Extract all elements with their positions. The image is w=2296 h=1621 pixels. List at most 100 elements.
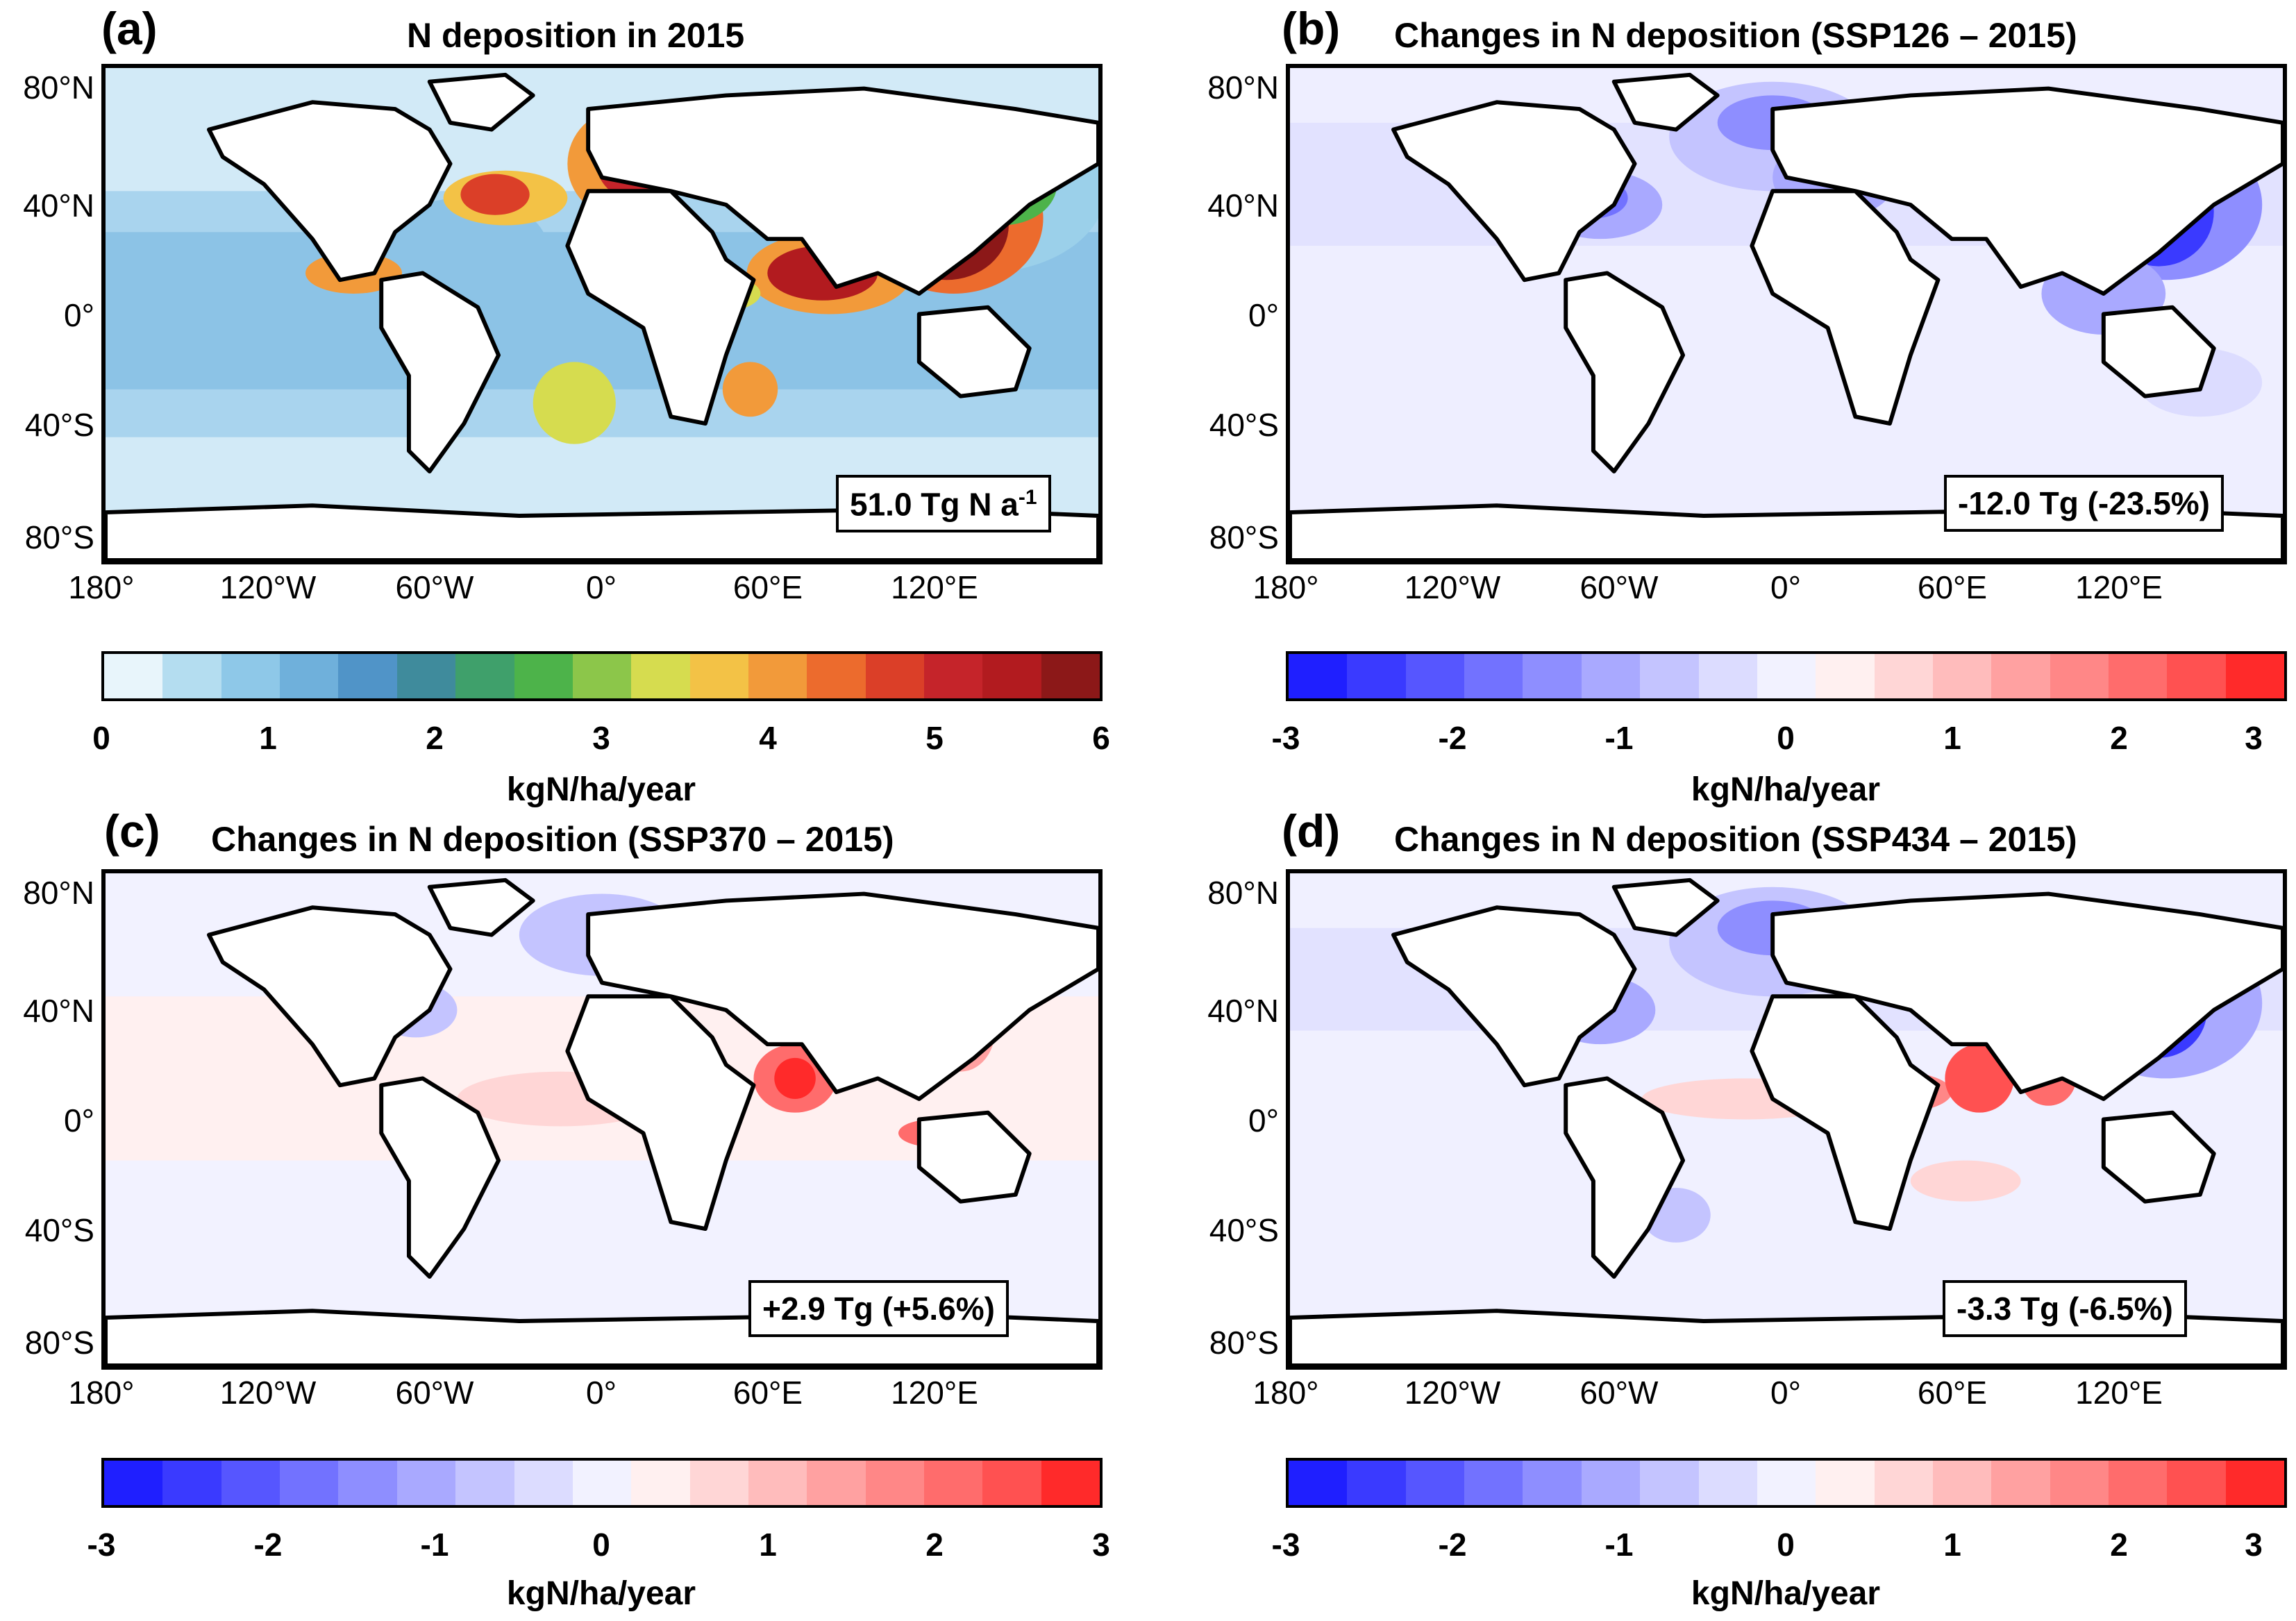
colorbar-segment <box>1640 654 1699 698</box>
colorbar-tick: -3 <box>87 1527 116 1563</box>
colorbar-segment <box>1405 1461 1465 1505</box>
colorbar-tick: -1 <box>1604 720 1634 756</box>
colorbar-segment <box>2109 1461 2168 1505</box>
total-change-box: -3.3 Tg (-6.5%) <box>1943 1280 2187 1337</box>
colorbar-segment <box>1640 1461 1699 1505</box>
lon-tick: 120°E <box>2075 1375 2163 1411</box>
lat-tick: 80°N <box>23 875 94 911</box>
lon-tick: 120°E <box>891 1375 978 1411</box>
colorbar-tick: 1 <box>259 720 277 756</box>
colorbar-tick: -2 <box>1438 1527 1467 1563</box>
colorbar-segment <box>1523 654 1582 698</box>
colorbar-tick: 4 <box>759 720 777 756</box>
colorbar-segment <box>1816 1461 1875 1505</box>
lat-tick: 40°S <box>24 1212 94 1248</box>
colorbar-tick: 3 <box>2245 1527 2263 1563</box>
colorbar-label: kgN/ha/year <box>506 1575 696 1612</box>
colorbar-segment <box>455 1461 514 1505</box>
colorbar-segment <box>572 654 632 698</box>
panel-letter: (b) <box>1282 3 1341 54</box>
lon-tick: 180° <box>1252 569 1319 605</box>
colorbar-segment <box>1581 1461 1641 1505</box>
map-a <box>101 64 1103 564</box>
map-c-canvas <box>106 873 1098 1366</box>
colorbar-segment <box>982 654 1041 698</box>
colorbar-segment <box>338 1461 397 1505</box>
total-deposition-box: 51.0 Tg N a-1 <box>836 475 1051 533</box>
lon-tick: 120°W <box>219 1375 317 1411</box>
colorbar-tick: 0 <box>592 1527 610 1563</box>
colorbar-segment <box>221 654 280 698</box>
colorbar-segment <box>2225 1461 2285 1505</box>
colorbar-segment <box>689 654 748 698</box>
colorbar-segment <box>104 1461 163 1505</box>
lat-tick: 80°N <box>23 69 94 106</box>
total-change-box: -12.0 Tg (-23.5%) <box>1944 475 2224 532</box>
lat-tick: 80°N <box>1207 69 1279 106</box>
lon-tick: 0° <box>1770 569 1801 605</box>
colorbar-tick: 2 <box>426 720 444 756</box>
colorbar-c <box>101 1458 1103 1508</box>
total-value: 51.0 Tg N a <box>850 486 1019 523</box>
total-value: -12.0 Tg (-23.5%) <box>1958 485 2210 521</box>
lon-tick: 180° <box>68 569 135 605</box>
colorbar-segment <box>2050 654 2109 698</box>
colorbar-tick: -2 <box>253 1527 283 1563</box>
colorbar-segment <box>162 1461 221 1505</box>
colorbar-segment <box>1289 1461 1348 1505</box>
colorbar-tick: 3 <box>2245 720 2263 756</box>
lat-tick: 40°N <box>1207 993 1279 1029</box>
lat-tick: 80°S <box>1209 1325 1279 1361</box>
lat-tick: 0° <box>64 1102 94 1139</box>
panel-letter: (d) <box>1282 805 1341 857</box>
lon-tick: 0° <box>586 569 617 605</box>
colorbar-tick: -2 <box>1438 720 1467 756</box>
colorbar-segment <box>631 654 690 698</box>
colorbar-tick: 2 <box>2110 1527 2128 1563</box>
colorbar-segment <box>162 654 221 698</box>
lon-tick: 120°W <box>1404 1375 1501 1411</box>
colorbar-segment <box>1698 1461 1757 1505</box>
colorbar-segment <box>280 1461 339 1505</box>
lat-tick: 40°S <box>1209 1212 1279 1248</box>
colorbar-segment <box>631 1461 690 1505</box>
colorbar-segment <box>1464 1461 1523 1505</box>
colorbar-segment <box>572 1461 632 1505</box>
lon-tick: 60°E <box>732 1375 803 1411</box>
colorbar-segment <box>514 1461 573 1505</box>
colorbar-segment <box>2050 1461 2109 1505</box>
lon-tick: 120°E <box>2075 569 2163 605</box>
lat-tick: 40°N <box>23 187 94 224</box>
lon-tick: 60°W <box>1579 1375 1659 1411</box>
lon-tick: 0° <box>1770 1375 1801 1411</box>
colorbar-segment <box>748 1461 807 1505</box>
lon-tick: 60°E <box>732 569 803 605</box>
lat-tick: 40°S <box>24 407 94 443</box>
colorbar-d <box>1286 1458 2287 1508</box>
colorbar-segment <box>1757 1461 1816 1505</box>
lon-tick: 60°W <box>395 569 474 605</box>
panel-letter: (a) <box>101 3 158 54</box>
colorbar-tick: -3 <box>1271 720 1300 756</box>
lon-tick: 60°W <box>395 1375 474 1411</box>
colorbar-segment <box>2167 1461 2226 1505</box>
panel-title: Changes in N deposition (SSP126 – 2015) <box>1394 16 2077 55</box>
colorbar-segment <box>689 1461 748 1505</box>
colorbar-segment <box>807 1461 866 1505</box>
colorbar-segment <box>924 1461 983 1505</box>
colorbar-segment <box>1816 654 1875 698</box>
colorbar-segment <box>1698 654 1757 698</box>
colorbar-tick: 1 <box>759 1527 777 1563</box>
colorbar-tick: -1 <box>1604 1527 1634 1563</box>
lat-tick: 40°N <box>1207 187 1279 224</box>
total-change-box: +2.9 Tg (+5.6%) <box>748 1280 1009 1337</box>
colorbar-segment <box>1405 654 1465 698</box>
colorbar-segment <box>455 654 514 698</box>
colorbar-label: kgN/ha/year <box>1691 771 1881 808</box>
colorbar-tick: 2 <box>2110 720 2128 756</box>
colorbar-a <box>101 651 1103 701</box>
colorbar-tick: 0 <box>1777 1527 1795 1563</box>
colorbar-label: kgN/ha/year <box>1691 1575 1881 1612</box>
colorbar-tick: 6 <box>1092 720 1110 756</box>
colorbar-tick: -3 <box>1271 1527 1300 1563</box>
